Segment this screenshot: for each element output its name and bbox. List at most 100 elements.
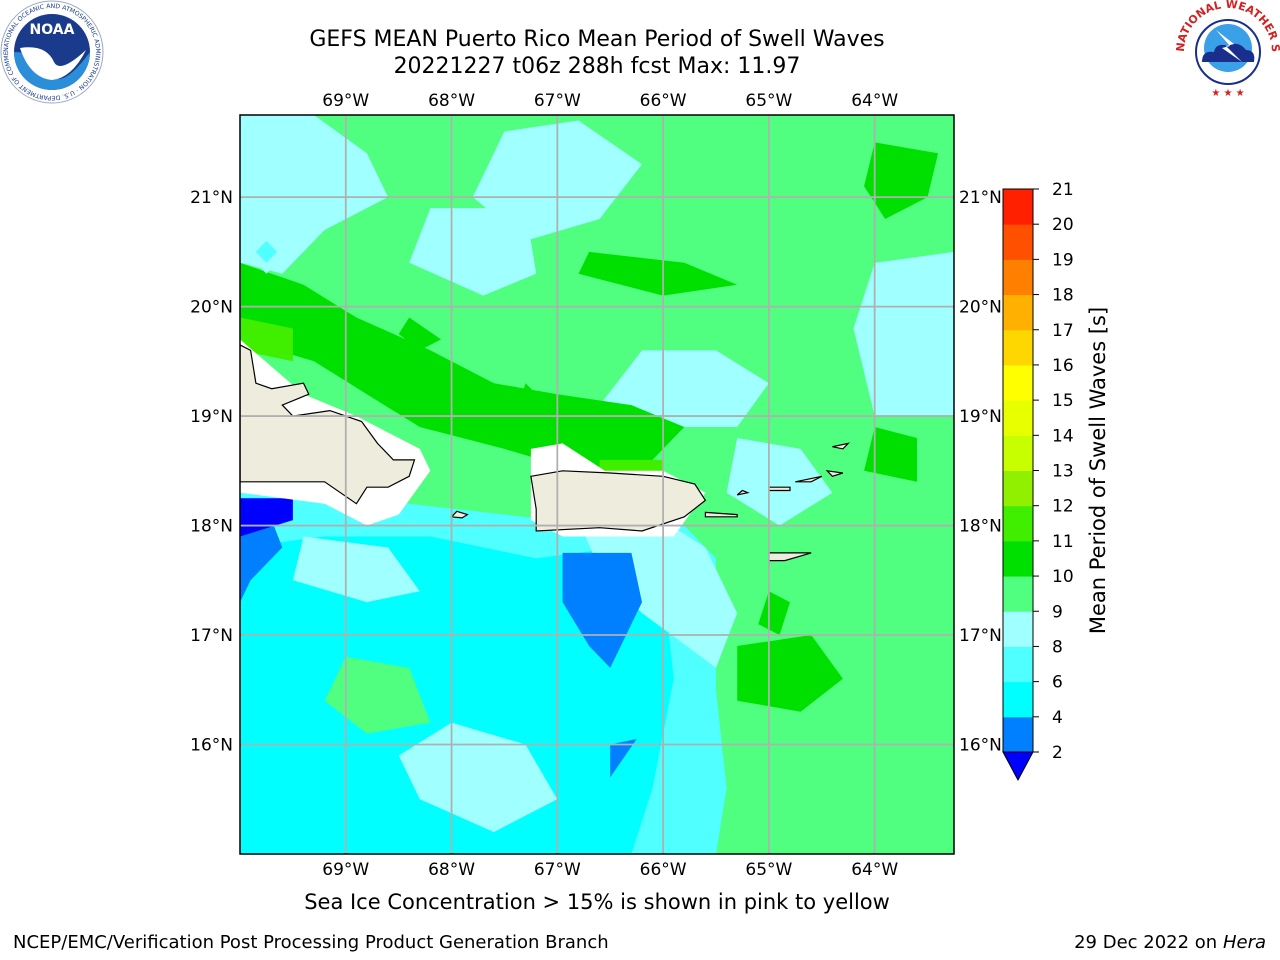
lon-label-top: 64°W — [851, 91, 898, 111]
colorbar-segment — [1003, 681, 1033, 718]
colorbar-label: 12 — [1052, 497, 1074, 517]
lon-label-top: 66°W — [640, 91, 687, 111]
colorbar-label: 21 — [1052, 180, 1074, 200]
sea-ice-caption: Sea Ice Concentration > 15% is shown in … — [304, 890, 890, 914]
lon-label-top: 67°W — [534, 91, 581, 111]
lat-label-left: 16°N — [190, 736, 233, 756]
field-8-9s-north — [726, 438, 833, 526]
culebra-land — [736, 489, 750, 496]
vieques-land — [704, 511, 738, 518]
field-2-4s-patch — [562, 552, 642, 668]
field-8-9s-patch — [292, 536, 420, 603]
field-8-9s-north — [409, 208, 537, 296]
colorbar-segment — [1003, 540, 1033, 577]
colorbar-segment — [1003, 716, 1033, 753]
field-under-2s — [240, 498, 293, 537]
colorbar-label: 20 — [1052, 215, 1074, 235]
colorbar-segment — [1003, 611, 1033, 647]
field-8-9s-patch — [398, 722, 558, 833]
colorbar-label: 18 — [1052, 286, 1074, 306]
field-2-4s-patch — [240, 520, 283, 603]
field-8-9s-north — [240, 115, 389, 274]
lon-label-bottom: 67°W — [534, 860, 581, 880]
footer-machine: Hera — [1222, 932, 1266, 953]
colorbar-segment — [1003, 224, 1033, 260]
field-10-11s-patch — [515, 383, 547, 417]
field-2-4s-patch — [610, 739, 637, 778]
lat-label-right: 20°N — [959, 298, 1002, 318]
colorbar-label: 8 — [1052, 637, 1063, 657]
colorbar-under-arrow — [1002, 751, 1034, 782]
colorbar-label: 14 — [1052, 426, 1074, 446]
colorbar-label: 10 — [1052, 567, 1074, 587]
colorbar-segment — [1003, 470, 1033, 507]
field-10-11s-patch — [758, 591, 790, 635]
lat-label-left: 20°N — [190, 298, 233, 318]
lon-label-bottom: 65°W — [745, 860, 792, 880]
map-title: GEFS MEAN Puerto Rico Mean Period of Swe… — [309, 27, 885, 52]
field-10-11s-patch — [578, 251, 738, 296]
nws-logo-icon: NATIONAL WEATHER SERVICE ★ ★ ★ — [1176, 0, 1280, 102]
svg-text:★ ★ ★: ★ ★ ★ — [1211, 88, 1244, 99]
colorbar: 2 4 6 8 9 10 11 12 13 14 15 16 17 18 19 20 21 Mean Period… — [1002, 180, 1110, 782]
mona-island-land — [450, 510, 469, 519]
field-10-11s-patch — [398, 317, 441, 351]
colorbar-title: Mean Period of Swell Waves [s] — [1086, 307, 1110, 634]
map-subtitle: 20221227 t06z 288h fcst Max: 11.97 — [393, 54, 801, 79]
field-8-9s-north — [853, 251, 954, 417]
footer-date: 29 Dec 2022 on Hera — [1074, 932, 1266, 953]
lon-label-bottom: 68°W — [428, 860, 475, 880]
footer-date-text: 29 Dec 2022 on — [1074, 932, 1218, 953]
field-4-6s-south — [240, 536, 674, 854]
tortola-land — [795, 475, 823, 483]
colorbar-label: 13 — [1052, 462, 1074, 482]
colorbar-label: 11 — [1052, 532, 1074, 552]
field-9-10s-patch — [324, 656, 431, 734]
lat-lon-grid — [240, 115, 954, 854]
noaa-logo-icon: NATIONAL OCEANIC AND ATMOSPHERIC ADMINIS… — [0, 0, 104, 104]
lon-label-top: 69°W — [322, 91, 369, 111]
lat-label-left: 19°N — [190, 407, 233, 427]
lat-label-left: 21°N — [190, 188, 233, 208]
colorbar-label: 9 — [1052, 602, 1063, 622]
field-10-11s-patch — [737, 635, 843, 712]
colorbar-segment — [1003, 576, 1033, 612]
colorbar-segment — [1003, 364, 1033, 401]
colorbar-label: 16 — [1052, 356, 1074, 376]
colorbar-segment — [1003, 435, 1033, 471]
field-10-11s-band — [240, 262, 685, 471]
lon-label-bottom: 64°W — [851, 860, 898, 880]
virgin-gorda-land — [825, 469, 844, 477]
colorbar-label: 6 — [1052, 673, 1063, 693]
lat-label-left: 18°N — [190, 517, 233, 537]
puerto-rico-land — [530, 470, 707, 532]
st-thomas-land — [768, 486, 791, 492]
lon-label-bottom: 69°W — [322, 860, 369, 880]
field-10-11s-patch — [864, 142, 939, 219]
lon-label-top: 68°W — [428, 91, 475, 111]
colorbar-segment — [1003, 189, 1033, 225]
lat-label-right: 19°N — [959, 407, 1002, 427]
field-6-8s-diamond — [255, 240, 277, 263]
field-10-11s-patch — [864, 427, 917, 482]
lat-label-right: 16°N — [959, 736, 1002, 756]
field-8-9s-north — [599, 350, 769, 427]
lat-label-right: 21°N — [959, 188, 1002, 208]
land-layer — [240, 344, 850, 562]
svg-text:NOAA: NOAA — [30, 22, 75, 38]
axis-tick-labels: 69°W 69°W 68°W 68°W 67°W 67°W 66°W 66°W 65°W 65°W… — [190, 91, 1002, 880]
colorbar-segment — [1003, 329, 1033, 366]
footer-credit: NCEP/EMC/Verification Post Processing Pr… — [13, 932, 609, 953]
map-frame — [239, 114, 955, 855]
colorbar-label: 19 — [1052, 250, 1074, 270]
lat-label-right: 18°N — [959, 517, 1002, 537]
colorbar-segment — [1003, 505, 1033, 542]
colorbar-label: 2 — [1052, 743, 1063, 763]
lat-label-right: 17°N — [959, 626, 1002, 646]
colorbar-label: 17 — [1052, 321, 1074, 341]
colorbar-segment — [1003, 646, 1033, 683]
colorbar-label: 15 — [1052, 391, 1074, 411]
field-11-12s-patch — [240, 317, 293, 362]
hispaniola-land — [240, 344, 416, 505]
